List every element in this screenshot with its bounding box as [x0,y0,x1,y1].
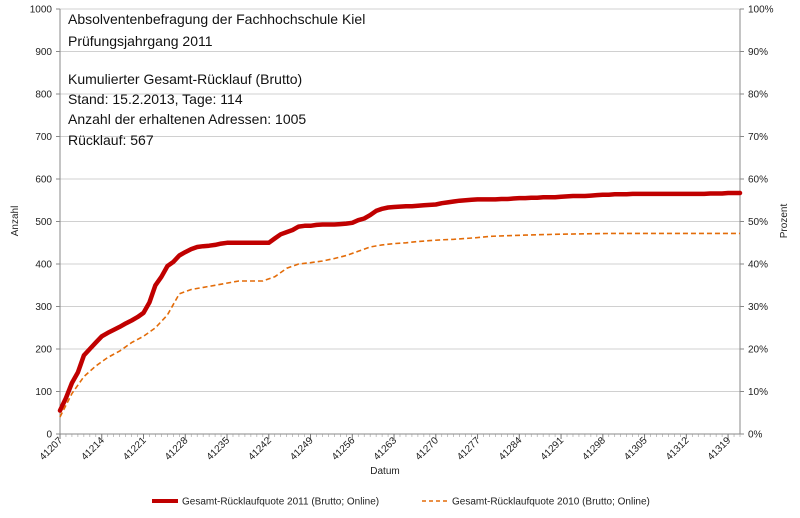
y-tick-label: 800 [35,90,52,101]
y2-tick-label: 40% [748,260,768,271]
annotation-line-4: Stand: 15.2.2013, Tage: 114 [68,91,243,107]
gridlines [60,8,740,392]
legend-label-2011: Gesamt-Rücklaufquote 2011 (Brutto; Onlin… [182,497,379,508]
y2-tick-label: 0% [748,430,763,441]
annotation-line-6: Rücklauf: 567 [68,132,154,148]
y-tick-label: 900 [35,47,52,58]
y-tick-labels: 0 100 200 300 400 500 600 700 800 900 1000 [30,5,53,441]
legend: Gesamt-Rücklaufquote 2011 (Brutto; Onlin… [152,497,650,508]
y-tick-label: 600 [35,175,52,186]
series-lines [57,190,743,418]
y2-axis-title: Prozent [779,204,790,239]
chart-annotations: Absolventenbefragung der Fachhochschule … [68,11,365,148]
y2-tick-label: 90% [748,47,768,58]
y-tick-label: 300 [35,302,52,313]
y2-tick-label: 80% [748,90,768,101]
y-tick-label: 700 [35,132,52,143]
y-tick-label: 0 [46,430,52,441]
y-axis-title: Anzahl [10,206,21,237]
series-line-2010 [59,232,740,418]
y2-tick-labels: 0% 10% 20% 30% 40% 50% 60% 70% 80% 90% 100% [748,5,774,441]
y-tick-label: 1000 [30,5,53,16]
annotation-line-3: Kumulierter Gesamt-Rücklauf (Brutto) [68,71,302,87]
y-tick-label: 400 [35,260,52,271]
annotation-line-2: Prüfungsjahrgang 2011 [68,33,213,49]
y-tick-label: 500 [35,217,52,228]
y2-tick-label: 20% [748,345,768,356]
y2-tick-label: 10% [748,387,768,398]
x-axis-title: Datum [370,466,399,477]
y-tick-label: 100 [35,387,52,398]
y-tick-label: 200 [35,345,52,356]
y2-tick-label: 70% [748,132,768,143]
annotation-line-1: Absolventenbefragung der Fachhochschule … [68,11,365,27]
y2-tick-label: 60% [748,175,768,186]
series-line-2011 [57,190,743,413]
y2-tick-label: 30% [748,302,768,313]
annotation-line-5: Anzahl der erhaltenen Adressen: 1005 [68,111,306,127]
legend-label-2010: Gesamt-Rücklaufquote 2010 (Brutto; Onlin… [452,497,650,508]
axes [56,8,744,439]
y2-tick-label: 100% [748,5,774,16]
y2-tick-label: 50% [748,217,768,228]
